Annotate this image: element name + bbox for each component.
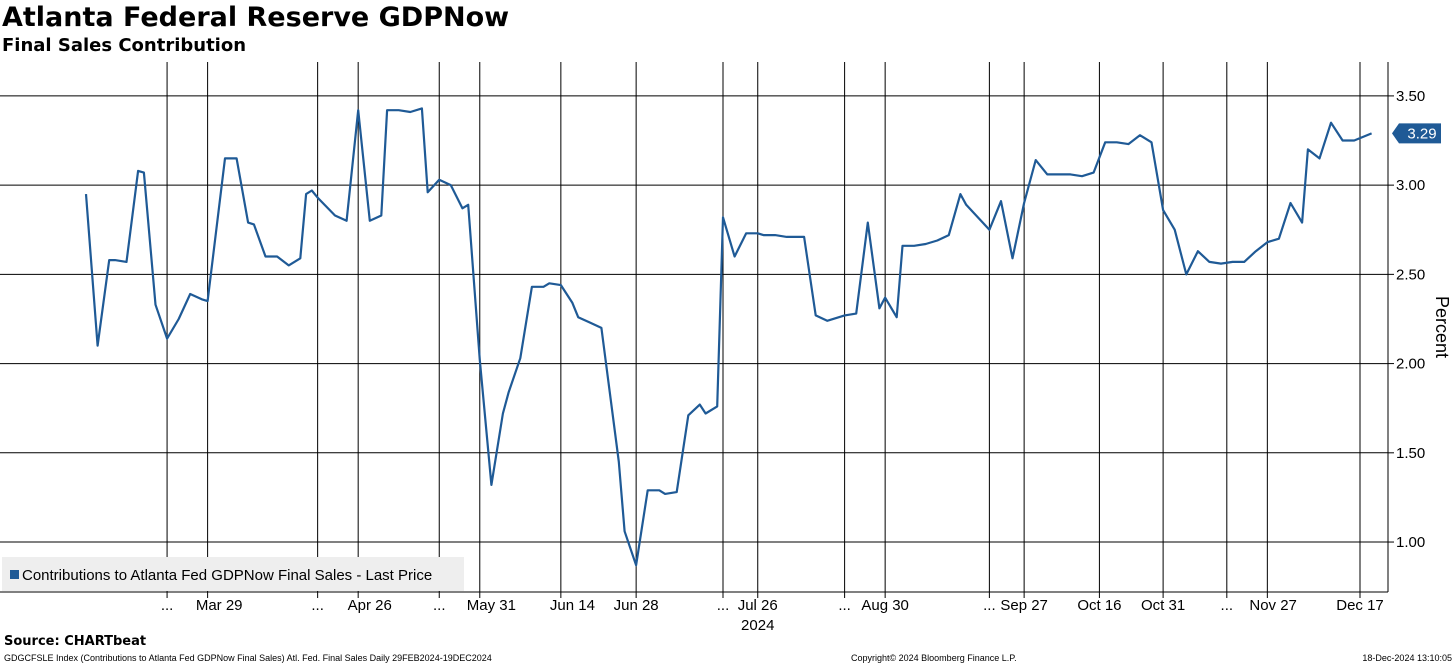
x-year-label: 2024	[741, 617, 774, 634]
y-axis-label: Percent	[1432, 296, 1452, 358]
legend-box	[2, 557, 464, 591]
y-tick-label: 1.50	[1396, 445, 1425, 462]
chart-title: Atlanta Federal Reserve GDPNow	[2, 2, 510, 33]
x-tick-label: Mar 29	[196, 597, 243, 614]
y-tick-label: 3.50	[1396, 88, 1425, 105]
x-tick-ellipsis: ...	[311, 597, 324, 614]
y-tick-label: 3.00	[1396, 177, 1425, 194]
legend: Contributions to Atlanta Fed GDPNow Fina…	[2, 557, 464, 591]
x-tick-label: Jun 14	[550, 597, 595, 614]
y-tick-label: 1.00	[1396, 534, 1425, 551]
x-tick-ellipsis: ...	[983, 597, 996, 614]
source-label: Source: CHARTbeat	[4, 634, 147, 649]
plot-frame	[0, 62, 1389, 593]
y-tick-label: 2.00	[1396, 356, 1425, 373]
last-value-label: 3.29	[1407, 125, 1436, 142]
axes: 1.00 1.50 2.00 2.50 3.00 3.50 Percent Mar 29 Apr…	[161, 88, 1452, 634]
x-tick-ellipsis: ...	[838, 597, 851, 614]
timestamp: 18-Dec-2024 13:10:05	[1362, 653, 1452, 663]
chart-subtitle: Final Sales Contribution	[2, 35, 247, 56]
copyright: Copyright© 2024 Bloomberg Finance L.P.	[851, 653, 1017, 663]
x-tick-ellipsis: ...	[717, 597, 730, 614]
gridlines	[0, 62, 1388, 592]
ticker-info: GDGCFSLE Index (Contributions to Atlanta…	[4, 653, 492, 663]
x-tick-label: Dec 17	[1336, 597, 1384, 614]
series-layer	[84, 107, 1373, 567]
x-tick-label: Oct 16	[1077, 597, 1121, 614]
x-tick-label: Apr 26	[348, 597, 392, 614]
x-tick-label: Jul 26	[738, 597, 778, 614]
legend-swatch	[10, 570, 19, 579]
x-tick-label: Sep 27	[1000, 597, 1048, 614]
last-value-badge	[1392, 123, 1441, 144]
x-tick-label: Jun 28	[614, 597, 659, 614]
x-tick-ellipsis: ...	[433, 597, 446, 614]
x-tick-ellipsis: ...	[1221, 597, 1234, 614]
y-tick-label: 2.50	[1396, 266, 1425, 283]
x-tick-label: Oct 31	[1141, 597, 1185, 614]
legend-label: Contributions to Atlanta Fed GDPNow Fina…	[22, 567, 432, 584]
x-tick-label: Nov 27	[1249, 597, 1297, 614]
x-tick-label: May 31	[467, 597, 516, 614]
x-tick-label: Aug 30	[861, 597, 909, 614]
line-chart: Contributions to Atlanta Fed GDPNow Fina…	[0, 62, 1452, 634]
x-tick-ellipsis: ...	[161, 597, 174, 614]
series-line	[84, 107, 1373, 567]
